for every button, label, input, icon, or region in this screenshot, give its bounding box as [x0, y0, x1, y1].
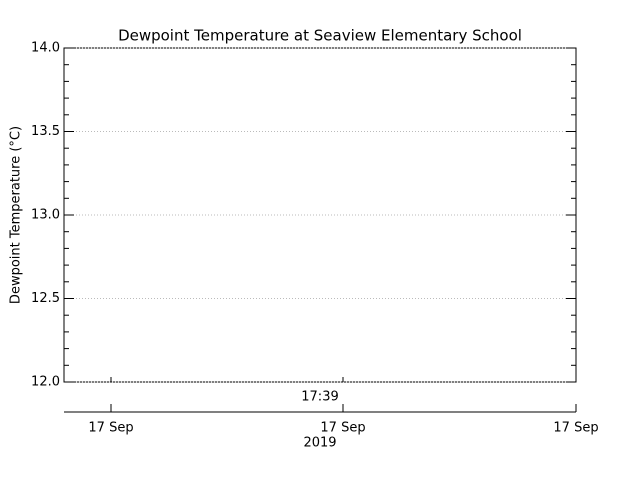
y-tick-label: 12.5	[31, 291, 60, 306]
y-tick-label: 13.5	[31, 124, 60, 139]
y-tick-label: 14.0	[31, 41, 60, 56]
chart-title: Dewpoint Temperature at Seaview Elementa…	[118, 27, 522, 45]
x-tick-label: 17 Sep	[320, 421, 365, 436]
x-tick-label: 17 Sep	[553, 421, 598, 436]
y-tick-label: 13.0	[31, 208, 60, 223]
y-tick-label: 12.0	[31, 375, 60, 390]
y-axis-label: Dewpoint Temperature (°C)	[9, 126, 24, 304]
time-label: 17:39	[301, 390, 338, 405]
year-label: 2019	[303, 436, 336, 451]
x-tick-label: 17 Sep	[88, 421, 133, 436]
